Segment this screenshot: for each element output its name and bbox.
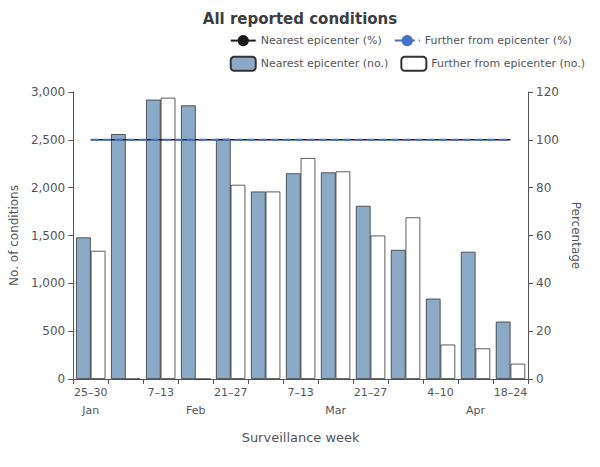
svg-text:Apr: Apr: [466, 404, 486, 417]
svg-text:2,000: 2,000: [31, 181, 65, 195]
svg-text:Further from epicenter (%): Further from epicenter (%): [425, 34, 572, 47]
svg-text:Jan: Jan: [81, 404, 99, 417]
svg-text:21–27: 21–27: [354, 386, 388, 399]
svg-text:Percentage: Percentage: [569, 202, 583, 270]
svg-text:No. of conditions: No. of conditions: [7, 185, 21, 286]
svg-text:1,500: 1,500: [31, 229, 65, 243]
svg-text:7–13: 7–13: [147, 386, 174, 399]
svg-text:21–27: 21–27: [214, 386, 248, 399]
svg-text:80: 80: [536, 181, 551, 195]
svg-text:40: 40: [536, 276, 551, 290]
svg-text:18–24: 18–24: [494, 386, 527, 399]
svg-text:4–10: 4–10: [427, 386, 454, 399]
svg-text:7–13: 7–13: [287, 386, 314, 399]
svg-text:1,000: 1,000: [31, 276, 65, 290]
svg-text:Nearest epicenter (%): Nearest epicenter (%): [261, 34, 382, 47]
svg-text:25–30: 25–30: [74, 386, 108, 399]
svg-text:0: 0: [58, 372, 66, 386]
svg-text:20: 20: [536, 324, 551, 338]
svg-text:Nearest epicenter (no.): Nearest epicenter (no.): [261, 57, 389, 70]
svg-text:Mar: Mar: [325, 404, 346, 417]
svg-text:All reported conditions: All reported conditions: [203, 10, 397, 28]
svg-text:3,000: 3,000: [31, 85, 65, 99]
svg-text:Further from epicenter (no.): Further from epicenter (no.): [431, 57, 585, 70]
svg-text:500: 500: [42, 324, 65, 338]
svg-text:60: 60: [536, 229, 551, 243]
svg-text:120: 120: [536, 85, 559, 99]
svg-text:0: 0: [536, 372, 544, 386]
svg-text:Feb: Feb: [186, 404, 205, 417]
svg-text:100: 100: [536, 133, 559, 147]
svg-text:2,500: 2,500: [31, 133, 65, 147]
svg-text:Surveillance week: Surveillance week: [242, 430, 360, 445]
